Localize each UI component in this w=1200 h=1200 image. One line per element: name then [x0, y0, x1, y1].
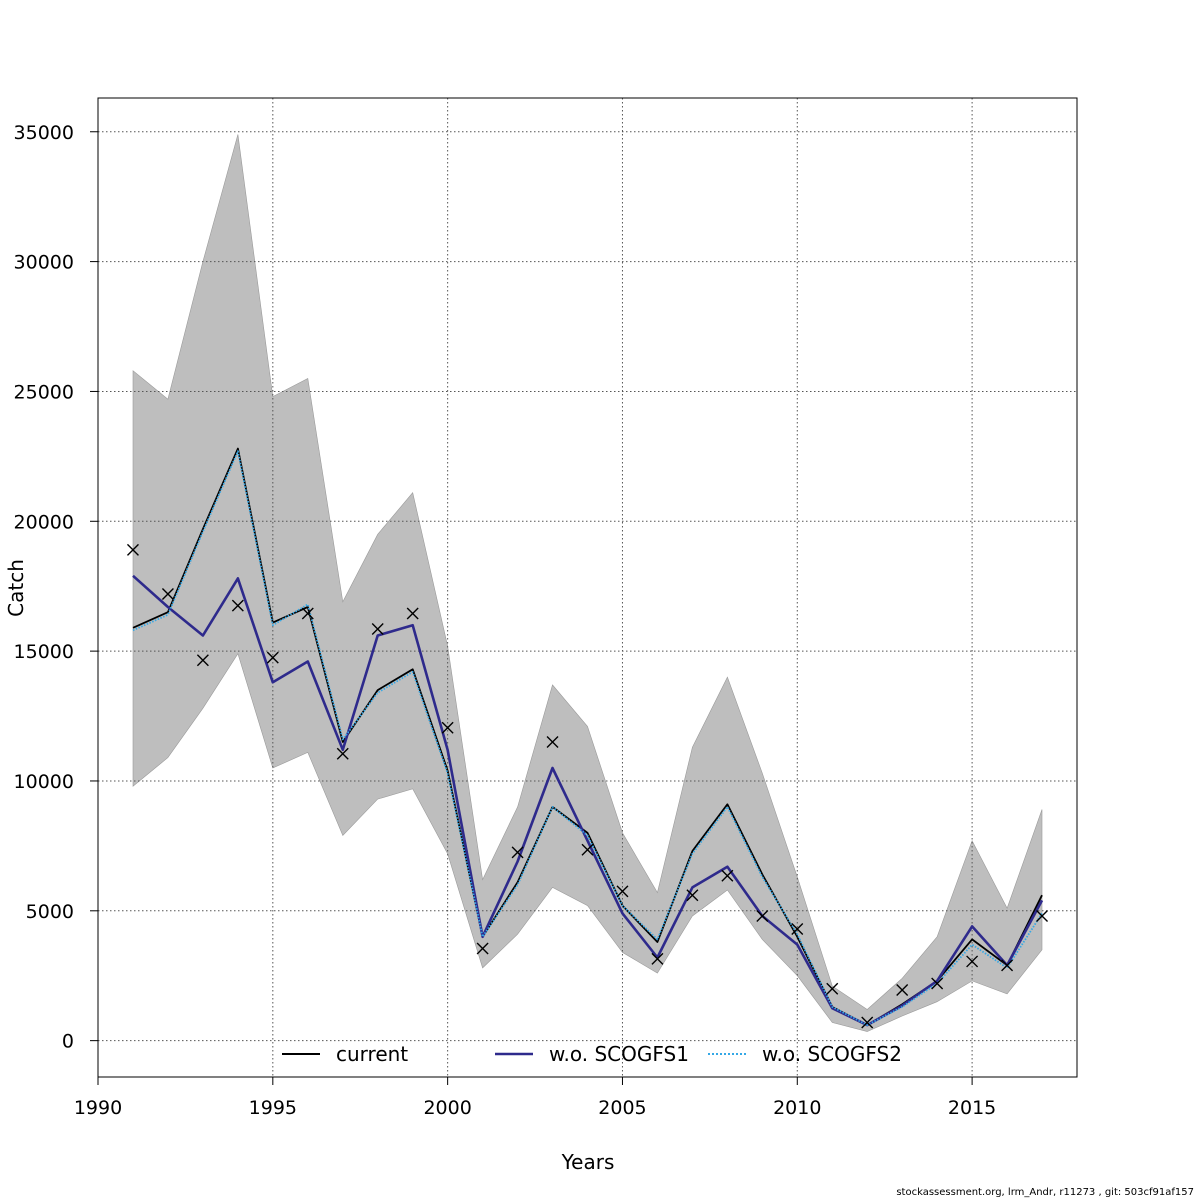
observation-marker: [476, 942, 489, 955]
x-axis-title: Years: [561, 1150, 615, 1174]
x-tick-label: 2010: [773, 1097, 821, 1119]
x-tick-label: 1990: [74, 1097, 122, 1119]
legend-label-1: current: [336, 1042, 408, 1066]
observation-marker: [931, 977, 944, 990]
observation-marker: [336, 747, 349, 760]
axis-layer: 1990 1995 2000 2005 2010 2015 0 5000 10000 15000 2…: [14, 97, 1078, 1119]
observation-marker: [441, 721, 454, 734]
observation-marker: [651, 952, 664, 965]
y-tick-label: 15000: [14, 641, 74, 663]
observation-marker: [861, 1016, 874, 1029]
confidence-band-layer: [132, 134, 1043, 1032]
footer-credit: stockassessment.org, lrm_Andr, r11273 , …: [896, 1187, 1194, 1198]
legend-label-2: w.o. SCOGFS1: [549, 1042, 689, 1066]
observation-marker: [896, 984, 909, 997]
observation-marker: [966, 955, 979, 968]
y-tick-label: 10000: [14, 771, 74, 793]
series-layer: [132, 447, 1044, 1027]
observation-marker: [161, 587, 174, 600]
observation-marker: [1036, 910, 1049, 922]
y-tick-label: 20000: [14, 511, 74, 533]
y-tick-label: 35000: [14, 122, 74, 144]
y-tick-label: 25000: [14, 381, 74, 403]
observation-marker: [126, 543, 139, 556]
y-tick-label: 30000: [14, 252, 74, 274]
x-tick-label: 2005: [598, 1097, 646, 1119]
legend-label-3: w.o. SCOGFS2: [762, 1042, 902, 1066]
grid-layer: [97, 98, 1077, 1077]
x-tick-label: 2015: [948, 1097, 996, 1119]
observation-marker: [1001, 959, 1014, 972]
observation-marker: [406, 607, 419, 620]
x-tick-label: 2000: [423, 1097, 471, 1119]
observation-marker: [511, 846, 524, 859]
observation-layer: [126, 543, 1049, 1029]
observation-marker: [756, 910, 769, 922]
legend: current w.o. SCOGFS1 w.o. SCOGFS2: [282, 1042, 902, 1066]
observation-marker: [616, 885, 629, 898]
observation-marker: [721, 869, 734, 882]
x-tick-label: 1995: [249, 1097, 297, 1119]
confidence-band: [132, 134, 1043, 1032]
observation-marker: [266, 651, 279, 664]
observation-marker: [371, 623, 384, 636]
observation-marker: [686, 889, 699, 902]
observation-marker: [301, 607, 314, 620]
y-axis-title: Catch: [4, 559, 28, 617]
y-tick-label: 0: [62, 1031, 74, 1053]
observation-marker: [196, 654, 209, 667]
observation-marker: [826, 982, 839, 995]
series-line-3: [132, 450, 1043, 1026]
y-tick-label: 5000: [26, 901, 74, 923]
observation-marker: [581, 843, 594, 856]
observation-marker: [546, 736, 559, 749]
observation-marker: [791, 922, 804, 935]
observation-marker: [231, 599, 244, 612]
